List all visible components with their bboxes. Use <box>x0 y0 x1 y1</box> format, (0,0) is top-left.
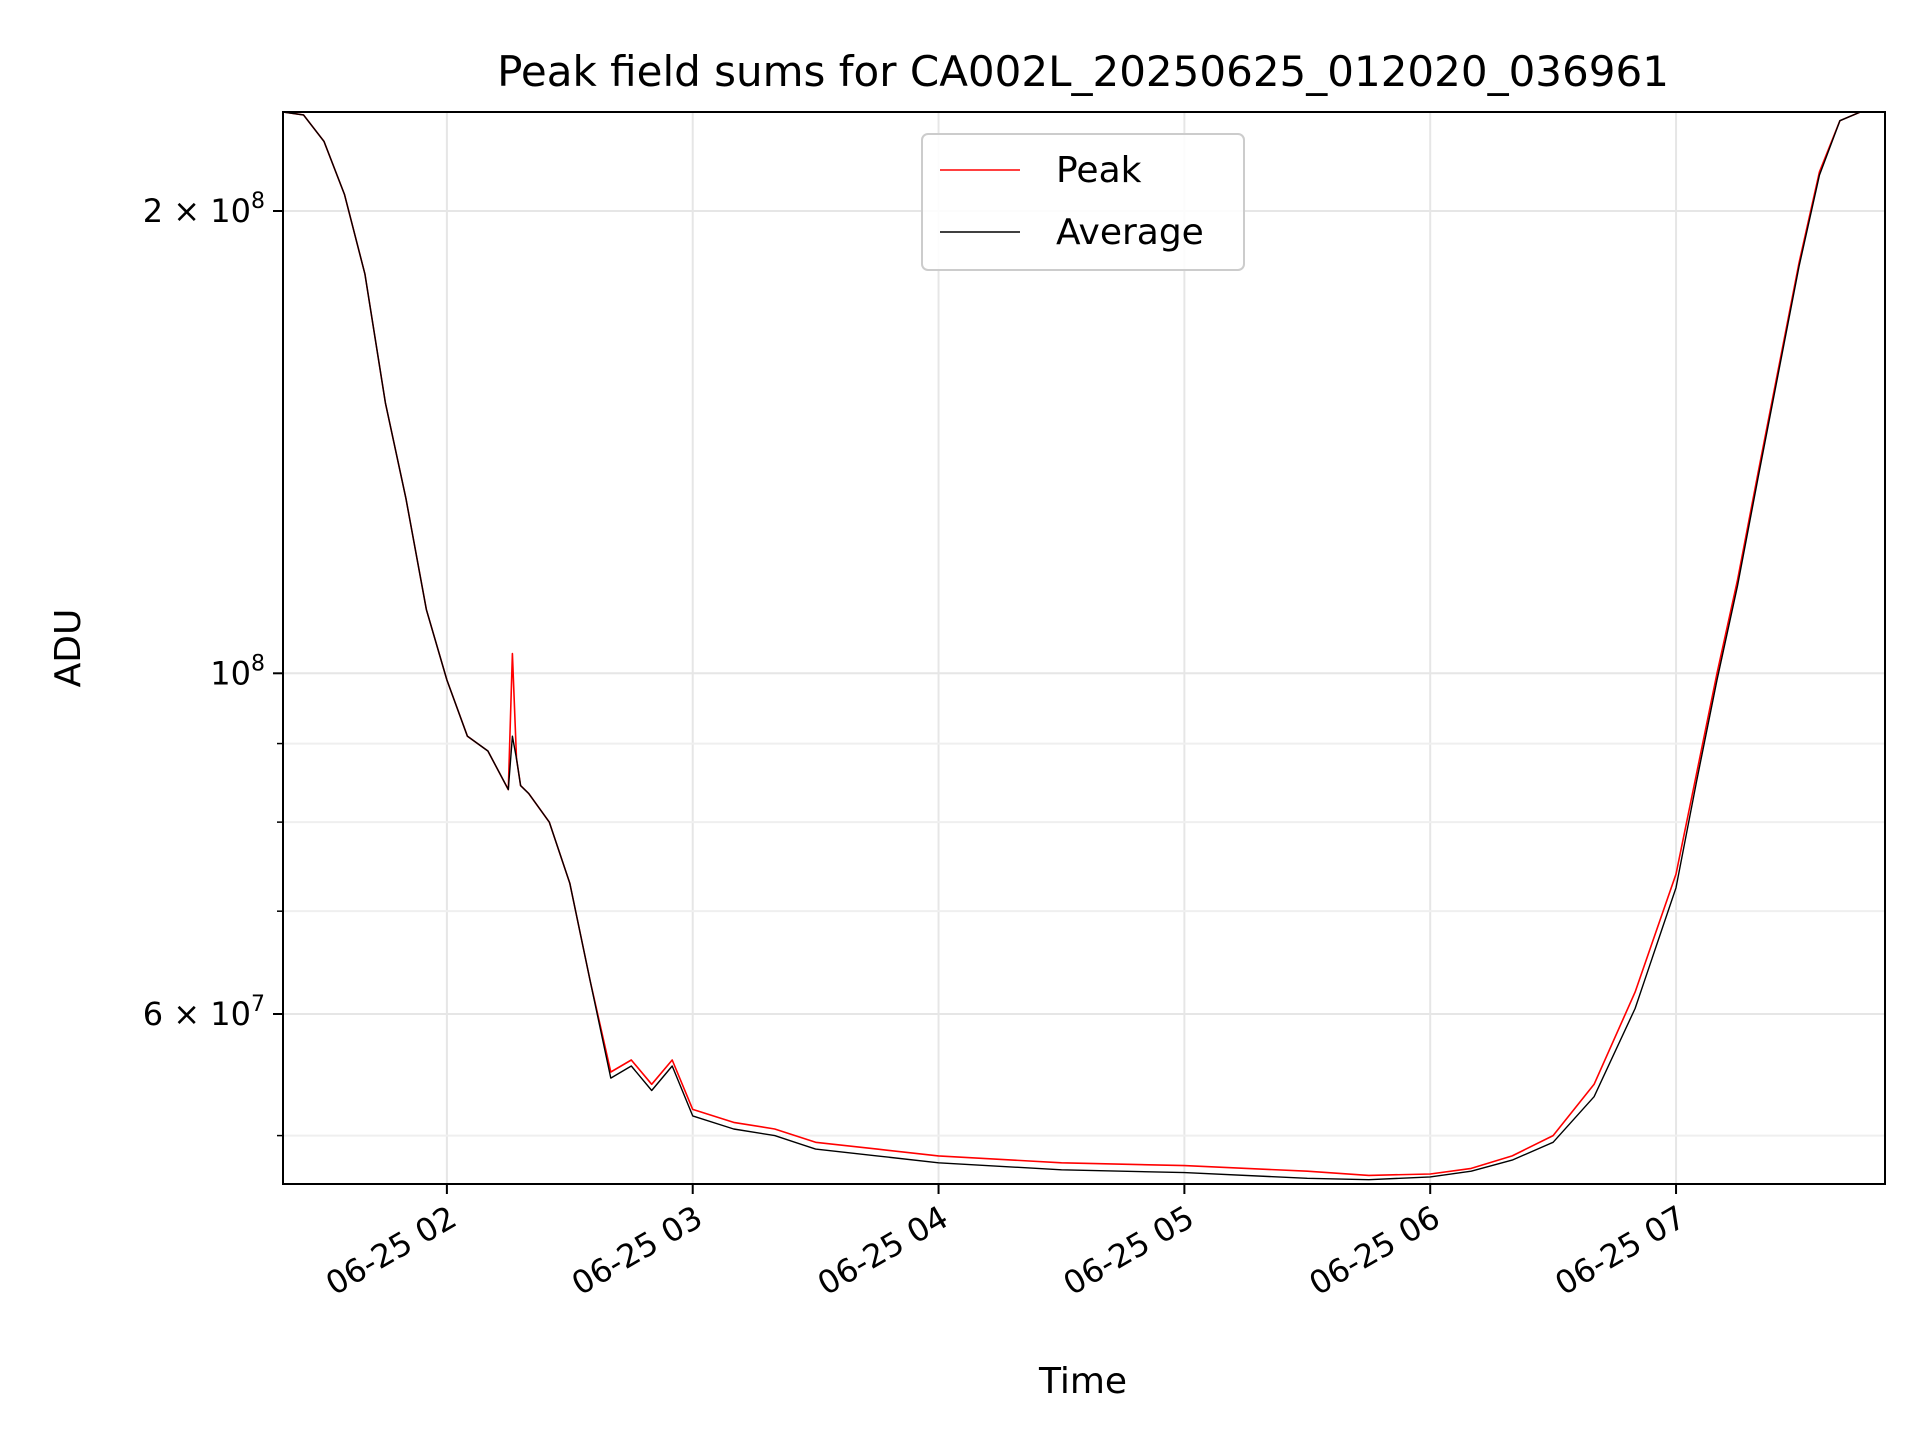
series-lines <box>282 111 1885 1181</box>
legend-label-peak: Peak <box>1056 150 1142 191</box>
y-tick-label: 108 <box>210 651 265 692</box>
legend-label-average: Average <box>1056 212 1204 253</box>
legend: Peak Average <box>921 133 1245 271</box>
chart-title: Peak field sums for CA002L_20250625_0120… <box>497 47 1669 96</box>
legend-box <box>921 133 1245 271</box>
plot-frame <box>282 111 1886 1185</box>
series-line-average <box>282 111 1885 1181</box>
y-axis-label: ADU <box>48 609 89 688</box>
y-tick-label: 6 × 107 <box>143 992 265 1033</box>
grid <box>283 112 1885 1184</box>
x-axis-label: Time <box>1038 1361 1127 1402</box>
y-tick-label: 2 × 108 <box>143 189 265 230</box>
